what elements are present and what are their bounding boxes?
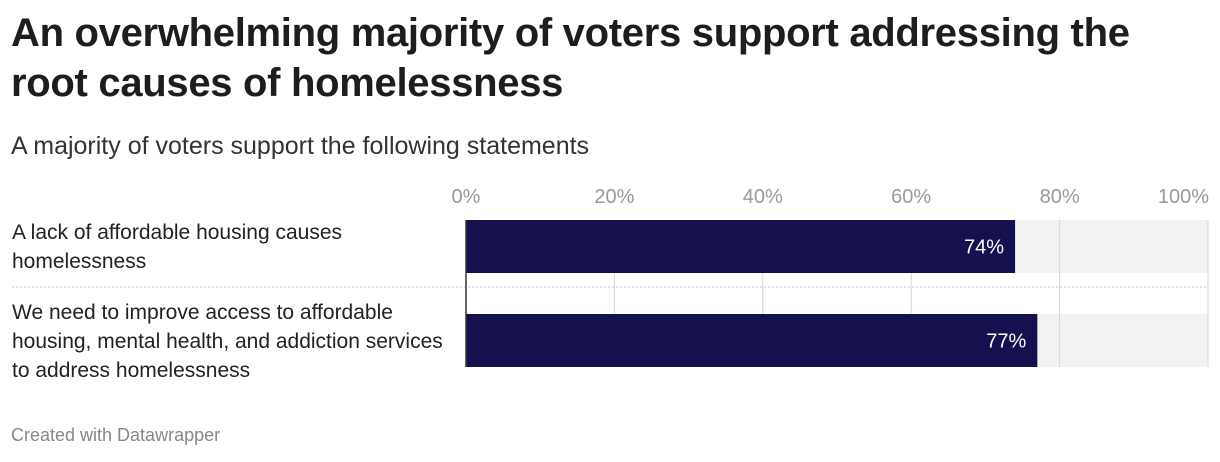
x-tick-label-20: 20% [594, 186, 634, 208]
category-label-1: A lack of affordable housing causes home… [12, 221, 343, 273]
bar-value-label-2: 77% [986, 331, 1026, 353]
x-tick-label-60: 60% [891, 186, 931, 208]
bar-2 [466, 314, 1038, 367]
bar-1 [466, 220, 1016, 273]
x-tick-label-0: 0% [452, 186, 481, 208]
bar-value-label-1: 74% [964, 237, 1004, 259]
x-tick-label-80: 80% [1040, 186, 1080, 208]
category-label-2: We need to improve access to affordable … [12, 301, 443, 382]
x-tick-label-100: 100% [1158, 186, 1209, 208]
chart-subtitle: A majority of voters support the followi… [11, 132, 590, 160]
x-tick-label-40: 40% [743, 186, 783, 208]
footer-credit: Created with Datawrapper [11, 425, 221, 445]
chart-title: An overwhelming majority of voters suppo… [11, 11, 1130, 105]
